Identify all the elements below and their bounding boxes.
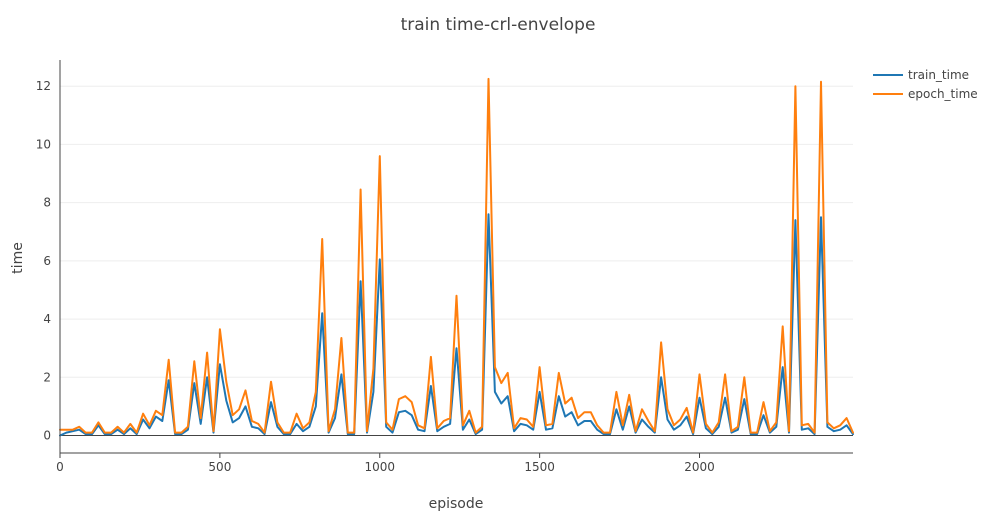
x-tick-label: 1500 (524, 460, 555, 474)
legend-label: epoch_time (908, 87, 978, 101)
y-tick-label: 6 (43, 254, 51, 268)
plot-series (59, 77, 854, 437)
x-tick-label: 0 (56, 460, 64, 474)
x-tick-label: 500 (208, 460, 231, 474)
legend-label: train_time (908, 68, 969, 82)
y-tick-label: 12 (36, 79, 51, 93)
x-axis-title: episode (429, 496, 484, 512)
x-tick-label: 2000 (684, 460, 715, 474)
y-tick-labels: 0 2 4 6 8 10 12 (36, 79, 51, 442)
y-tick-label: 10 (36, 137, 51, 151)
y-tick-label: 8 (43, 196, 51, 210)
chart-title: train time-crl-envelope (401, 15, 596, 35)
y-axis-title: time (10, 242, 26, 274)
x-tick-label: 1000 (364, 460, 395, 474)
y-tick-label: 0 (43, 429, 51, 443)
legend[interactable]: train_time epoch_time (873, 68, 978, 101)
x-tick-labels: 0 500 1000 1500 2000 (56, 453, 715, 474)
legend-item-epoch-time[interactable]: epoch_time (873, 87, 978, 101)
y-tick-label: 2 (43, 370, 51, 384)
series-line-epoch-time (59, 77, 854, 434)
series-line-train-time (59, 213, 854, 437)
legend-item-train-time[interactable]: train_time (873, 68, 969, 82)
y-tick-label: 4 (43, 312, 51, 326)
axes (59, 60, 853, 454)
